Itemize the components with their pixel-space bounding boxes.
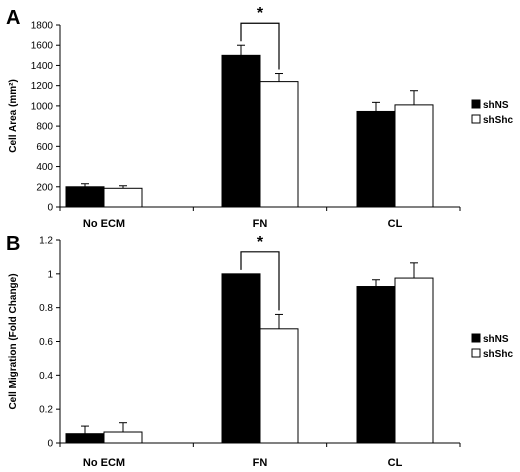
bar-shShc [259, 81, 299, 208]
y-tick-label: 1600 [31, 41, 54, 52]
bar-shShc [394, 104, 434, 208]
legend-entry: shShc [483, 115, 513, 126]
significance-star: * [257, 234, 264, 251]
bar-shNS [221, 54, 261, 208]
legend-swatch [471, 333, 481, 343]
bar-shNS [221, 273, 261, 444]
significance-bracket [240, 22, 280, 70]
bar-shShc [394, 277, 434, 444]
bar-shShc [103, 187, 143, 208]
y-tick-label: 1000 [31, 101, 54, 112]
y-tick-label: 0 [47, 203, 53, 214]
y-tick-label: 1 [47, 269, 53, 280]
bar-shNS [356, 286, 396, 444]
legend-entry: shNS [483, 334, 509, 345]
y-tick-label: 600 [36, 142, 53, 153]
y-tick-label: 0 [47, 439, 53, 450]
bar-shShc [103, 431, 143, 444]
y-tick-label: 1800 [31, 21, 54, 32]
chart-panel-a: A 0 200 400 600 800 1000 1200 1400 1600 1800 Cell A… [6, 5, 513, 230]
legend-swatch [471, 348, 481, 358]
legend-swatch [471, 99, 481, 109]
significance-star: * [257, 5, 264, 22]
y-tick-label: 0.4 [39, 371, 53, 382]
legend-entry: shShc [483, 349, 513, 360]
bar-shNS [65, 186, 105, 208]
x-tick-label: No ECM [83, 457, 125, 469]
y-tick-label: 400 [36, 162, 53, 173]
y-tick-label: 1200 [31, 81, 54, 92]
x-tick-label: CL [388, 457, 403, 469]
bar-shNS [356, 110, 396, 208]
y-tick-label: 1400 [31, 61, 54, 72]
legend-swatch [471, 114, 481, 124]
y-tick-label: 0.2 [39, 405, 53, 416]
significance-bracket [240, 251, 280, 311]
y-axis-label: Cell Area (mm²) [8, 79, 19, 153]
y-tick-label: 0.6 [39, 337, 53, 348]
y-axis-label: Cell Migration (Fold Change) [8, 273, 19, 409]
y-tick-label: 1.2 [39, 236, 53, 247]
y-tick-label: 800 [36, 122, 53, 133]
x-tick-label: FN [253, 457, 268, 469]
x-tick-label: CL [388, 218, 403, 230]
chart-panel-b: B 0 0.2 0.4 0.6 0.8 1 1.2 Cell Migration (Fold C… [6, 233, 513, 469]
bar-shShc [259, 328, 299, 444]
panel-letter: B [6, 233, 20, 255]
panel-letter: A [6, 7, 20, 29]
y-tick-label: 200 [36, 182, 53, 193]
x-tick-label: FN [253, 218, 268, 230]
bar-shNS [65, 433, 105, 444]
x-tick-label: No ECM [83, 218, 125, 230]
legend-entry: shNS [483, 100, 509, 111]
y-tick-label: 0.8 [39, 303, 53, 314]
